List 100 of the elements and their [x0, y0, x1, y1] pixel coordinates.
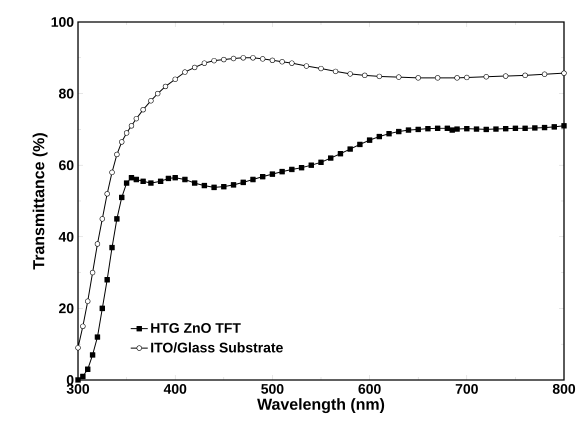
x-tick-label: 500 [261, 384, 284, 394]
point [444, 126, 450, 132]
point [250, 55, 256, 60]
point [90, 270, 96, 276]
point [250, 176, 256, 182]
point [192, 64, 198, 70]
point [552, 124, 557, 130]
point [493, 126, 499, 132]
y-tick-label: 60 [59, 160, 74, 170]
point [119, 139, 124, 145]
point [124, 130, 130, 136]
point [221, 184, 227, 190]
point [94, 241, 100, 247]
y-tick-label: 40 [58, 232, 74, 242]
legend-label: HTG ZnO TFT [151, 323, 241, 333]
point [230, 56, 236, 62]
point [542, 72, 548, 77]
point [128, 123, 134, 129]
point [416, 126, 421, 132]
point [464, 74, 470, 80]
point [362, 72, 368, 78]
point [202, 182, 208, 188]
point [279, 59, 285, 64]
point [100, 306, 106, 312]
point [464, 126, 470, 132]
point [192, 180, 198, 186]
point [75, 345, 81, 350]
point [512, 126, 518, 132]
point [260, 56, 266, 62]
point [450, 127, 455, 133]
point [308, 162, 314, 168]
point [119, 194, 124, 200]
point [406, 127, 412, 133]
x-axis-title: Wavelength (nm) [257, 398, 384, 414]
point [298, 164, 304, 170]
point [211, 58, 217, 64]
point [202, 60, 208, 66]
point [561, 70, 567, 76]
point [376, 74, 382, 80]
point [318, 66, 324, 72]
point [502, 73, 508, 79]
point [85, 298, 90, 304]
point [148, 98, 154, 104]
point [80, 324, 86, 329]
y-axis-title: Transmittance (%) [32, 133, 48, 270]
y-tick-label: 80 [58, 88, 74, 99]
point [542, 124, 548, 130]
point [109, 244, 115, 250]
point [425, 126, 431, 132]
point [134, 116, 140, 122]
point [347, 146, 353, 152]
point [124, 180, 130, 186]
point [279, 168, 285, 174]
point [484, 126, 489, 132]
point [338, 151, 344, 156]
point [182, 176, 188, 182]
point [140, 106, 146, 112]
point [114, 152, 120, 158]
point [502, 126, 508, 132]
point [376, 134, 382, 140]
point [270, 58, 276, 63]
point [104, 277, 110, 282]
point [396, 74, 402, 80]
point [416, 75, 421, 81]
point [90, 352, 96, 358]
point [240, 55, 246, 60]
point [100, 216, 106, 222]
point [162, 84, 168, 90]
point [172, 175, 178, 180]
point [328, 155, 334, 161]
point [221, 56, 227, 62]
x-tick-label: 600 [358, 384, 381, 394]
point [148, 180, 154, 186]
point [474, 126, 480, 132]
point [172, 76, 178, 82]
x-tick-label: 400 [164, 384, 186, 394]
y-tick-label: 100 [52, 17, 74, 27]
x-tick-label: 800 [552, 384, 576, 394]
point [522, 72, 528, 78]
point [532, 125, 538, 131]
x-tick-label: 300 [66, 384, 90, 394]
point [434, 126, 440, 132]
point [332, 68, 338, 74]
point [166, 176, 172, 182]
point [85, 366, 90, 372]
point [109, 170, 115, 176]
y-tick-label: 0 [66, 375, 74, 385]
point [211, 184, 217, 190]
point [134, 176, 140, 182]
point [182, 69, 188, 75]
point [386, 130, 392, 136]
point [158, 178, 164, 184]
point [114, 216, 120, 222]
point [522, 126, 528, 132]
point [289, 60, 295, 66]
point [318, 160, 324, 166]
point [434, 75, 440, 81]
point [104, 191, 110, 197]
point [140, 178, 146, 184]
point [396, 128, 402, 134]
